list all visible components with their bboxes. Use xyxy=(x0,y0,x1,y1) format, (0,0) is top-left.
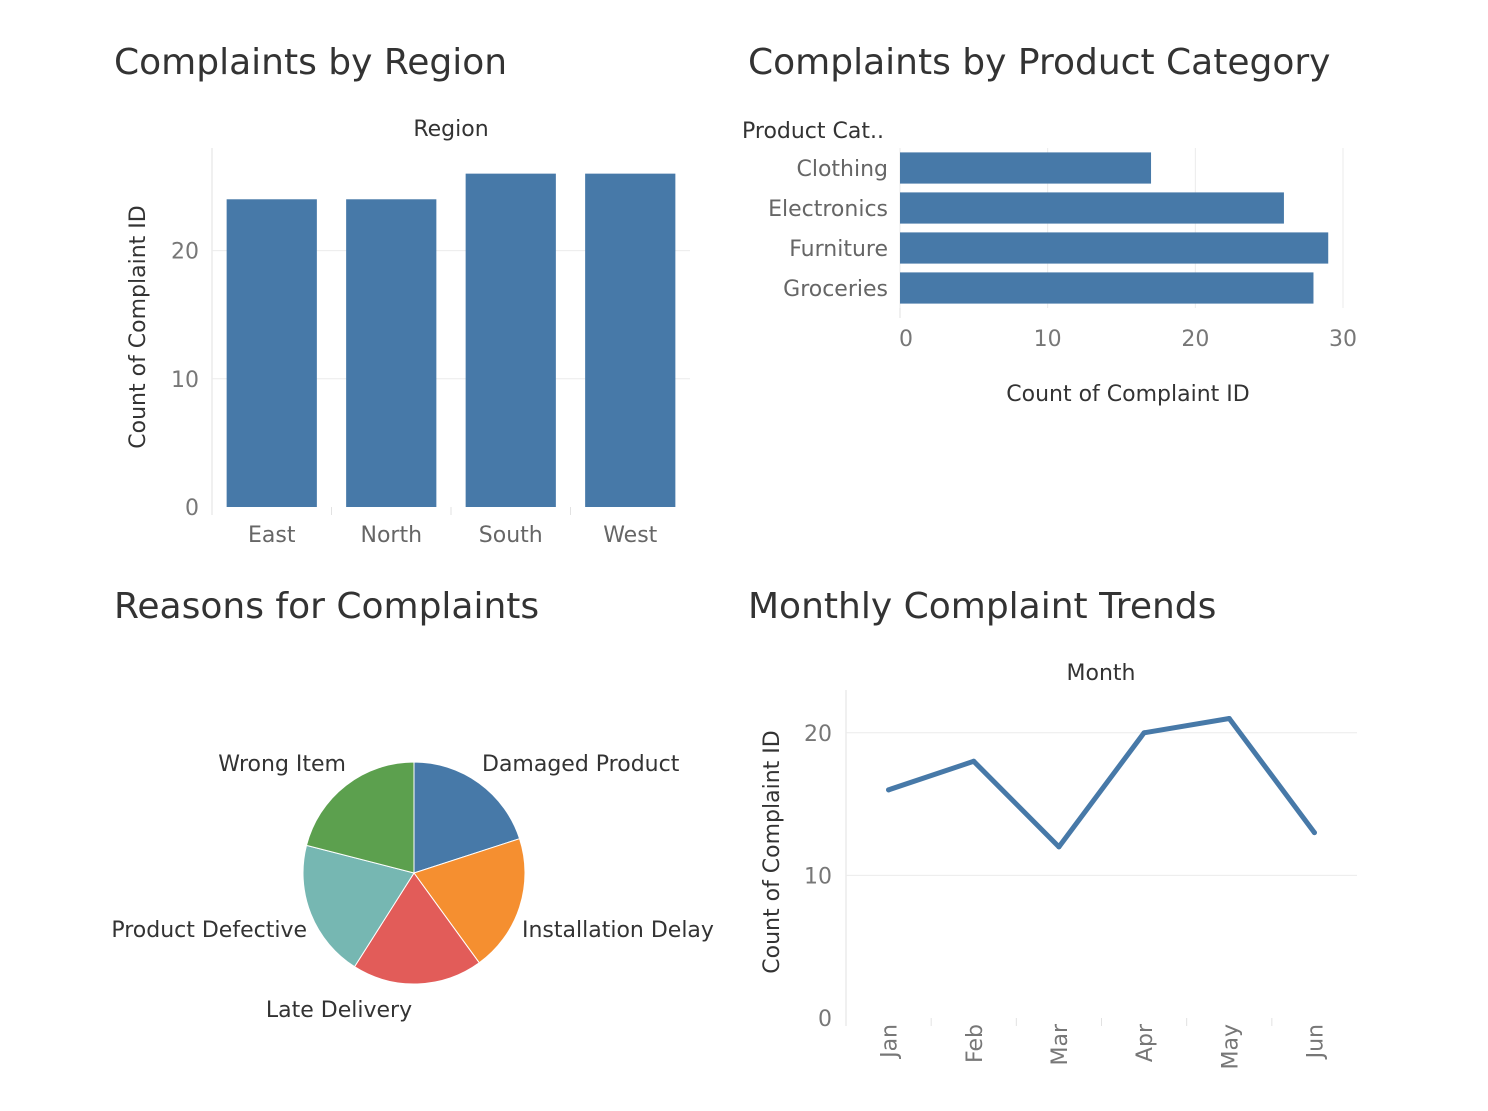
monthly-point-may xyxy=(1226,716,1232,722)
region-bar-north xyxy=(346,199,437,508)
category-x-tick-label: 30 xyxy=(1329,327,1357,352)
region-bar-chart: 0 10 20 East North South West Region Count of Co… xyxy=(126,117,690,548)
region-x-tick-label: South xyxy=(479,523,543,548)
region-x-tick-label: East xyxy=(248,523,296,548)
category-chart-title: Complaints by Product Category xyxy=(748,42,1331,83)
category-bar-furniture xyxy=(900,232,1329,264)
region-y-tick-label: 0 xyxy=(185,496,199,521)
category-bar-clothing xyxy=(900,152,1152,184)
pie-slice-damaged-product xyxy=(413,761,521,874)
pie-slice-installation-delay xyxy=(413,838,526,964)
pie-label-late-delivery: Late Delivery xyxy=(266,998,412,1023)
monthly-y-tick-label: 0 xyxy=(818,1007,832,1032)
monthly-x-tick-label: Feb xyxy=(963,1024,988,1063)
monthly-point-jan xyxy=(886,787,892,793)
monthly-x-tick-label: Jun xyxy=(1303,1024,1328,1060)
region-x-axis-title: Region xyxy=(413,117,488,142)
region-bar-south xyxy=(465,173,556,507)
pie-slice-wrong-item xyxy=(305,761,415,874)
category-x-tick-label: 10 xyxy=(1034,327,1062,352)
monthly-x-tick-label: Mar xyxy=(1048,1023,1073,1065)
monthly-point-jun xyxy=(1311,830,1317,836)
reasons-pie-chart: Damaged Product Installation Delay Late De… xyxy=(111,752,714,1023)
category-y-tick-label: Groceries xyxy=(783,277,888,302)
monthly-point-feb xyxy=(971,758,977,764)
monthly-trend-line xyxy=(886,716,1317,850)
category-bar-electronics xyxy=(900,192,1284,224)
pie-label-damaged-product: Damaged Product xyxy=(482,752,680,777)
category-bar-chart: 0 10 20 30 Clothing Electronics Furniture Groce… xyxy=(742,119,1357,407)
monthly-y-tick-label: 10 xyxy=(804,864,832,889)
region-bar-west xyxy=(585,173,676,507)
category-x-axis-title: Count of Complaint ID xyxy=(1006,382,1249,407)
category-x-tick-label: 20 xyxy=(1181,327,1209,352)
monthly-x-tick-label: Apr xyxy=(1133,1023,1158,1062)
pie-slice-product-defective xyxy=(302,844,415,968)
monthly-y-tick-label: 20 xyxy=(804,722,832,747)
category-y-tick-label: Clothing xyxy=(796,157,888,182)
pie-slice-late-delivery xyxy=(353,872,480,985)
region-x-tick-label: West xyxy=(603,523,657,548)
category-x-tick-label: 0 xyxy=(899,327,913,352)
region-bar-east xyxy=(226,199,317,508)
category-y-axis-title: Product Cat.. xyxy=(742,119,884,144)
monthly-y-axis-title: Count of Complaint ID xyxy=(760,730,785,973)
pie-label-product-defective: Product Defective xyxy=(111,918,307,943)
region-y-axis-title: Count of Complaint ID xyxy=(126,205,151,448)
monthly-x-tick-label: May xyxy=(1218,1024,1243,1069)
region-chart-title: Complaints by Region xyxy=(114,42,508,83)
region-y-tick-label: 20 xyxy=(171,240,199,265)
reasons-chart-title: Reasons for Complaints xyxy=(114,586,540,627)
monthly-x-axis-title: Month xyxy=(1067,661,1136,686)
pie-label-wrong-item: Wrong Item xyxy=(218,752,346,777)
region-y-tick-label: 10 xyxy=(171,368,199,393)
category-y-tick-label: Electronics xyxy=(768,197,888,222)
monthly-point-mar xyxy=(1056,844,1062,850)
monthly-point-apr xyxy=(1141,730,1147,736)
category-y-tick-label: Furniture xyxy=(789,237,888,262)
category-bar-groceries xyxy=(900,272,1314,304)
monthly-chart-title: Monthly Complaint Trends xyxy=(748,586,1217,627)
pie-label-installation-delay: Installation Delay xyxy=(522,918,714,943)
monthly-x-tick-label: Jan xyxy=(878,1024,903,1060)
region-x-tick-label: North xyxy=(360,523,422,548)
